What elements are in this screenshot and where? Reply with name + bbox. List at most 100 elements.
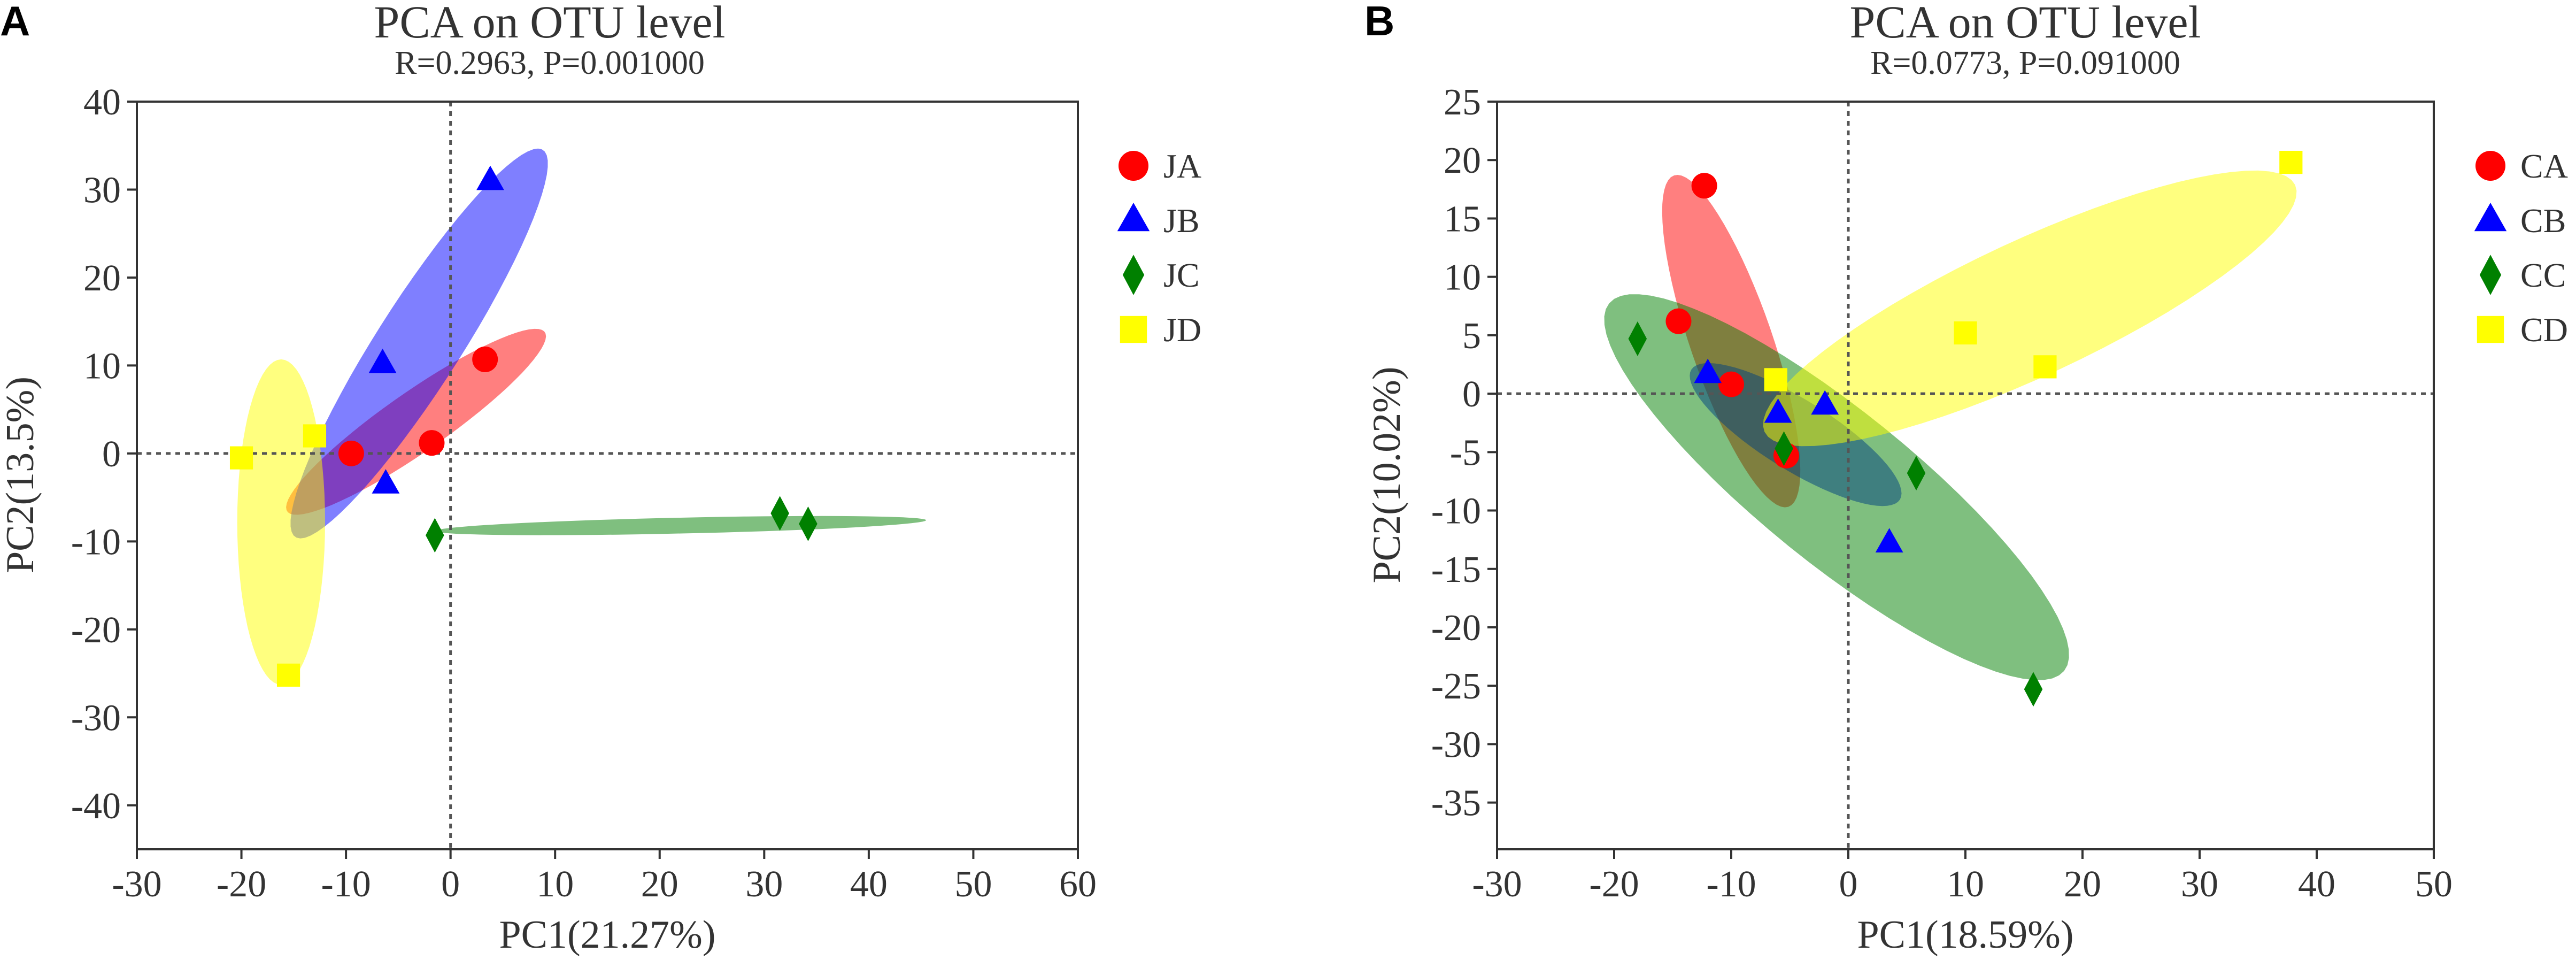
- panel-a-y-tick-label: -10: [71, 521, 121, 563]
- panel-a-y-tick-label: -40: [71, 786, 121, 827]
- panel-a-point-jc-2: [770, 496, 789, 531]
- panel-b-x-tick-label: 40: [2298, 864, 2335, 905]
- panel-b-point-cc-3: [1907, 456, 1926, 491]
- panel-b-y-axis: 25 20 15 10 5 0 -5 -10 -15 -20 -25 -30 -35: [1431, 82, 1497, 824]
- panel-b-plot-frame: [1496, 101, 2435, 850]
- panel-b-x-tick-label: 20: [2064, 864, 2101, 905]
- panel-a-legend-marker-jb: [1117, 203, 1150, 232]
- panel-a-y-tick-label: -20: [71, 610, 121, 651]
- panel-b-y-tick-label: 5: [1462, 316, 1481, 357]
- panel-a-y-tick-label: 40: [83, 82, 121, 123]
- panel-b-point-cc-2: [1775, 431, 1793, 466]
- panel-a-point-ja-3: [472, 346, 498, 372]
- panel-a-ellipse-jc: [435, 516, 927, 535]
- panel-a-y-tick-label: 30: [83, 170, 121, 211]
- panel-b-point-ca-1: [1691, 173, 1717, 199]
- panel-b-y-tick-label: -25: [1431, 666, 1481, 707]
- panel-b-ellipse-cd: [1763, 170, 2297, 447]
- panel-b-legend-label-ca: CA: [2520, 147, 2568, 185]
- panel-a-ellipse-jb: [290, 148, 548, 539]
- panel-a-point-ja-1: [338, 440, 364, 466]
- panel-a: A PCA on OTU level R=0.2963, P=0.001000 …: [0, 0, 1201, 957]
- panel-a-legend-marker-jc: [1122, 255, 1145, 295]
- panel-a-x-tick-label: -10: [321, 864, 371, 905]
- panel-b-x-tick-label: 10: [1947, 864, 1984, 905]
- panel-b-point-cd-2: [1954, 321, 1977, 345]
- panel-b-x-tick-label: -30: [1472, 864, 1522, 905]
- panel-b-point-cd-1: [1764, 368, 1787, 391]
- panel-a-subtitle: R=0.2963, P=0.001000: [395, 45, 705, 81]
- panel-a-y-tick-label: 20: [83, 258, 121, 299]
- panel-a-point-jd-3: [276, 663, 300, 687]
- panel-a-ellipse-jd: [237, 359, 325, 685]
- panel-b-y-tick-label: 15: [1444, 198, 1481, 240]
- panel-a-x-tick-label: 60: [1059, 864, 1097, 905]
- panel-a-x-tick-label: 40: [850, 864, 888, 905]
- panel-b-point-cd-4: [2279, 150, 2303, 174]
- panel-a-point-ja-2: [419, 430, 445, 456]
- panel-a-x-tick-label: 20: [641, 864, 678, 905]
- panel-a-legend-marker-ja: [1119, 151, 1148, 181]
- panel-a-plot-frame: [136, 101, 1079, 850]
- panel-a-point-jc-3: [799, 506, 817, 541]
- panel-a-legend-label-ja: JA: [1163, 147, 1201, 185]
- panel-b-point-cb-1: [1694, 358, 1722, 383]
- panel-b-x-tick-label: 0: [1839, 864, 1858, 905]
- panel-b-y-tick-label: -15: [1431, 549, 1481, 590]
- panel-b-point-cd-3: [2033, 355, 2057, 379]
- panel-a-y-axis: 40 30 20 10 0 -10 -20 -30 -40: [71, 82, 137, 827]
- panel-b-title: PCA on OTU level: [1850, 0, 2201, 48]
- panel-b-legend: CA CB CC CD: [2474, 147, 2568, 349]
- panel-a-y-tick-label: -30: [71, 697, 121, 739]
- panel-b-y-tick-label: -5: [1450, 432, 1481, 473]
- panel-a-ellipses: [237, 148, 927, 685]
- panel-a-legend-label-jb: JB: [1163, 202, 1200, 240]
- panel-b-y-tick-label: -35: [1431, 783, 1481, 824]
- panel-a-x-tick-label: 0: [441, 864, 460, 905]
- panel-b-y-tick-label: -20: [1431, 608, 1481, 649]
- panel-a-x-tick-label: 10: [536, 864, 574, 905]
- panel-a-letter: A: [0, 0, 30, 44]
- panel-a-legend-marker-jd: [1120, 316, 1147, 343]
- panel-b-point-cc-1: [1628, 321, 1647, 356]
- panel-b: B PCA on OTU level R=0.0773, P=0.091000 …: [1364, 0, 2568, 957]
- panel-b-legend-marker-cb: [2474, 203, 2507, 232]
- panel-b-legend-marker-cc: [2479, 255, 2502, 295]
- panel-a-x-tick-label: 50: [954, 864, 992, 905]
- panel-a-point-jd-2: [303, 424, 327, 448]
- panel-a-points: [229, 165, 817, 687]
- panel-b-x-tick-label: -20: [1589, 864, 1639, 905]
- panel-b-y-tick-label: 0: [1462, 374, 1481, 415]
- panel-b-x-axis: -30 -20 -10 0 10 20 30 40 50: [1472, 849, 2452, 905]
- panel-a-point-jb-1: [368, 348, 397, 373]
- panel-a-y-tick-label: 10: [83, 345, 121, 387]
- panel-b-subtitle: R=0.0773, P=0.091000: [1870, 45, 2180, 81]
- panel-b-ellipses: [1604, 170, 2297, 680]
- panel-a-point-jd-1: [229, 446, 253, 470]
- panel-b-point-cc-4: [2024, 672, 2043, 707]
- panel-b-y-tick-label: -30: [1431, 724, 1481, 765]
- panel-b-x-tick-label: -10: [1706, 864, 1756, 905]
- panel-b-legend-marker-cd: [2477, 316, 2504, 343]
- panel-a-x-axis: -30 -20 -10 0 10 20 30 40 50 60: [112, 849, 1097, 905]
- panel-a-x-axis-label: PC1(21.27%): [499, 913, 716, 957]
- panel-b-point-cb-4: [1875, 528, 1903, 553]
- panel-b-x-tick-label: 50: [2415, 864, 2452, 905]
- panel-a-point-jc-1: [426, 518, 444, 553]
- panel-a-point-jb-3: [476, 165, 504, 190]
- panel-a-y-tick-label: 0: [102, 434, 121, 475]
- panel-b-legend-label-cd: CD: [2520, 311, 2568, 349]
- panel-b-legend-label-cb: CB: [2520, 202, 2566, 240]
- panel-a-legend-label-jd: JD: [1163, 311, 1201, 349]
- panel-b-y-tick-label: 25: [1444, 82, 1481, 123]
- panel-b-y-tick-label: 10: [1444, 257, 1481, 298]
- panel-a-y-axis-label: PC2(13.5%): [0, 377, 42, 573]
- panel-a-legend-label-jc: JC: [1163, 256, 1200, 294]
- panel-b-x-axis-label: PC1(18.59%): [1857, 913, 2074, 957]
- panel-b-point-cb-2: [1764, 398, 1792, 423]
- panel-b-reference-lines: [1497, 102, 2434, 849]
- panel-a-x-tick-label: -30: [112, 864, 161, 905]
- panel-a-title: PCA on OTU level: [374, 0, 726, 48]
- panel-b-letter: B: [1364, 0, 1394, 44]
